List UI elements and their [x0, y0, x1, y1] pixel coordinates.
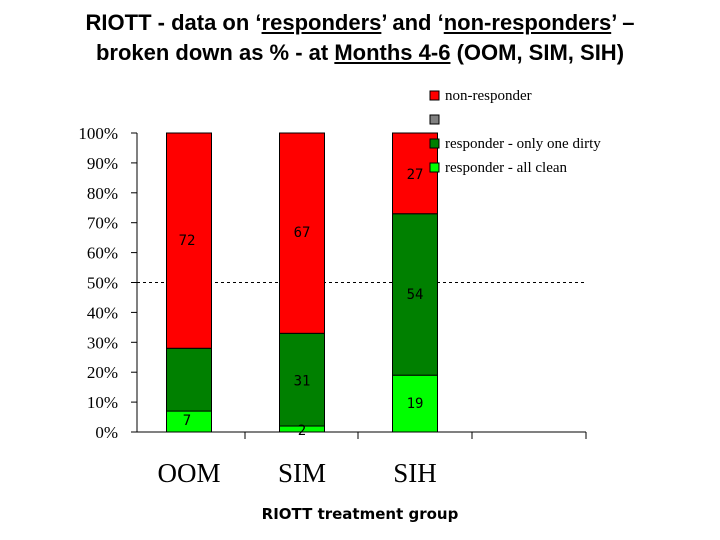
- legend-swatch: [429, 138, 440, 149]
- legend: non-responder responder - only one dirty r…: [429, 88, 601, 176]
- legend-label: responder - all clean: [445, 160, 568, 176]
- y-tick-label: 70%: [87, 214, 118, 233]
- data-label: 72: [179, 233, 196, 249]
- legend-label: responder - only one dirty: [445, 136, 601, 152]
- data-label: 27: [407, 167, 424, 183]
- bar-segment: [392, 374, 438, 433]
- data-label: 54: [407, 287, 424, 303]
- data-label: 7: [183, 413, 191, 429]
- data-label: 67: [294, 225, 311, 241]
- bar-segment: [392, 213, 438, 376]
- bar-segment: [279, 132, 325, 334]
- y-tick-label: 60%: [87, 244, 118, 263]
- y-tick-label: 90%: [87, 154, 118, 173]
- legend-swatch: [429, 162, 440, 173]
- data-label: 31: [294, 373, 311, 389]
- y-tick-label: 0%: [95, 423, 118, 442]
- y-tick-label: 20%: [87, 363, 118, 382]
- y-tick-label: 100%: [78, 124, 118, 143]
- y-tick-label: 10%: [87, 393, 118, 412]
- bars-layer: [166, 132, 438, 433]
- y-tick-label: 40%: [87, 303, 118, 322]
- axes: 0% 10% 20% 30% 40% 50% 60% 70% 80% 90% 100% OOM SIM S…: [78, 124, 587, 488]
- bar-segment: [166, 132, 212, 349]
- title-line-1: RIOTT - data on ‘responders’ and ‘non-re…: [85, 10, 635, 35]
- y-tick-label: 50%: [87, 274, 118, 293]
- bar-segment: [166, 347, 212, 412]
- data-label: 2: [298, 423, 306, 439]
- data-label: 19: [407, 396, 424, 412]
- legend-swatch: [429, 114, 440, 125]
- chart-title: RIOTT - data on ‘responders’ and ‘non-re…: [0, 8, 720, 68]
- data-labels-layer: 7 72 2 31 67 19 54 27: [179, 167, 424, 439]
- y-tick-label: 80%: [87, 184, 118, 203]
- x-tick-label: SIM: [278, 458, 326, 488]
- bar-segment: [279, 332, 325, 427]
- x-tick-label: SIH: [393, 458, 437, 488]
- y-tick-label: 30%: [87, 333, 118, 352]
- legend-label: non-responder: [445, 88, 532, 104]
- legend-swatch: [429, 90, 440, 101]
- x-axis-label: RIOTT treatment group: [262, 505, 459, 523]
- title-line-2: broken down as % - at Months 4-6 (OOM, S…: [95, 40, 625, 65]
- x-tick-label: OOM: [157, 458, 220, 488]
